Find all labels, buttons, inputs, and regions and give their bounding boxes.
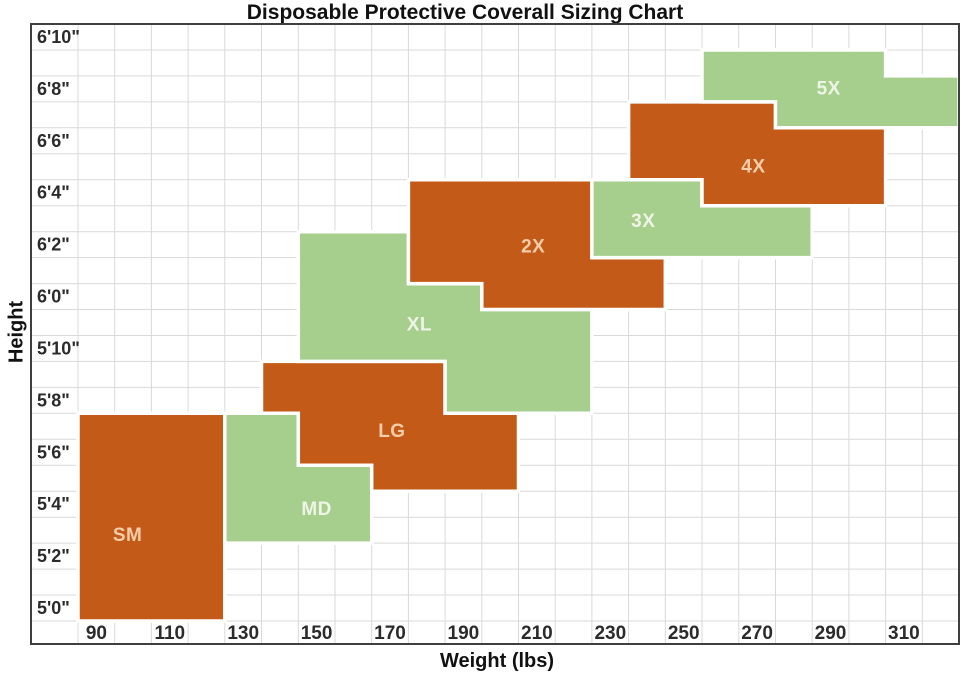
sizing-chart-svg: SM MD LG XL 2X 3X 4X 5X 90 110 130 150 170 190 210 230 2… [30, 23, 961, 645]
x-tick-label-170: 170 [374, 623, 406, 644]
x-tick-label-270: 270 [741, 623, 773, 644]
y-tick-label-0: 6'10" [37, 27, 80, 47]
x-tick-label-190: 190 [448, 623, 480, 644]
plot-border [30, 23, 960, 645]
y-tick-label-2: 6'6" [37, 131, 70, 151]
x-tick-label-230: 230 [594, 623, 626, 644]
region-label-xl: XL [407, 315, 432, 336]
region-label-3x: 3X [631, 211, 655, 232]
x-tick-label-250: 250 [668, 623, 700, 644]
y-tick-label-8: 5'6" [37, 442, 70, 462]
y-axis-title: Height [5, 300, 28, 364]
region-label-lg: LG [378, 421, 405, 442]
y-tick-label-9: 5'4" [37, 494, 70, 514]
x-tick-label-90: 90 [86, 623, 107, 644]
x-tick-label-310: 310 [888, 623, 920, 644]
y-tick-label-3: 6'4" [37, 183, 70, 203]
y-tick-label-10: 5'2" [37, 546, 70, 566]
x-tick-label-210: 210 [521, 623, 553, 644]
plot-area: SM MD LG XL 2X 3X 4X 5X 90 110 130 150 170 190 210 230 2… [30, 23, 961, 645]
y-tick-label-7: 5'8" [37, 390, 70, 410]
region-label-sm: SM [113, 525, 143, 546]
y-tick-label-1: 6'8" [37, 79, 70, 99]
region-label-5x: 5X [817, 78, 841, 99]
region-sm [76, 411, 227, 623]
region-label-2x: 2X [521, 237, 545, 258]
region-label-4x: 4X [741, 156, 765, 177]
x-tick-label-150: 150 [301, 623, 333, 644]
y-tick-label-5: 6'0" [37, 287, 70, 307]
y-tick-label-6: 5'10" [37, 339, 80, 359]
x-tick-label-290: 290 [815, 623, 847, 644]
x-tick-label-110: 110 [154, 623, 185, 644]
x-axis-title: Weight (lbs) [439, 650, 555, 672]
chart-title: Disposable Protective Coverall Sizing Ch… [246, 1, 684, 24]
region-label-md: MD [301, 499, 332, 520]
x-tick-label-130: 130 [227, 623, 259, 644]
y-tick-label-11: 5'0" [37, 598, 70, 618]
y-tick-label-4: 6'2" [37, 235, 70, 255]
